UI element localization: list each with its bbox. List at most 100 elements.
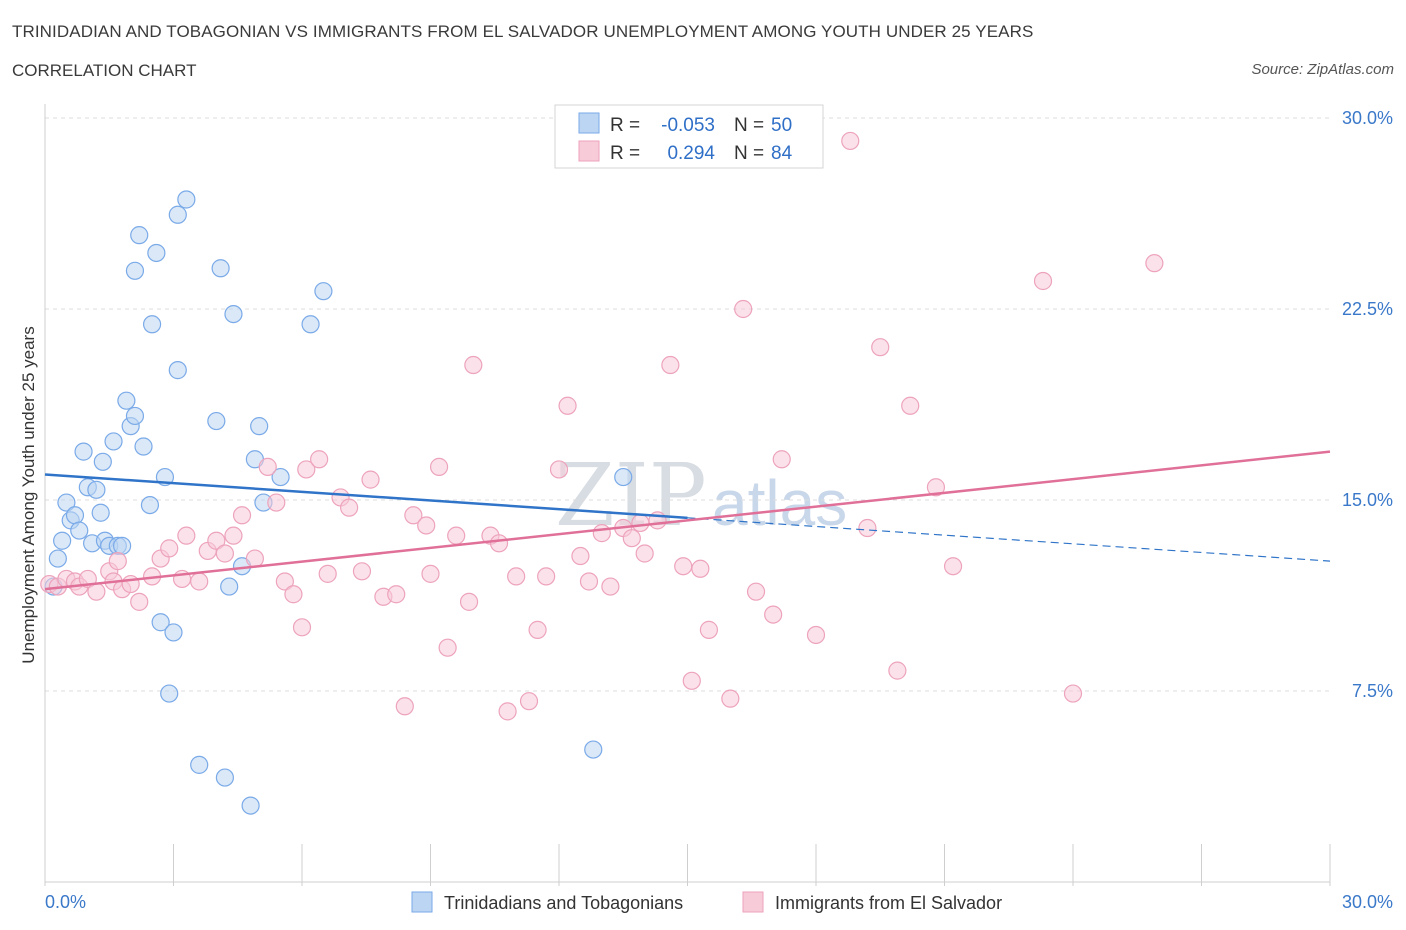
- data-point-s0-20: [125, 406, 145, 426]
- data-point-s1-57: [571, 546, 590, 566]
- data-point-s1-45: [447, 526, 466, 545]
- data-point-s1-66: [661, 355, 680, 375]
- data-point-s0-11: [91, 503, 110, 522]
- data-point-s1-85: [1063, 684, 1083, 703]
- data-point-s0-43: [250, 417, 269, 436]
- data-point-s1-63: [631, 513, 650, 533]
- data-point-s0-46: [301, 315, 320, 334]
- data-point-s1-54: [537, 567, 556, 586]
- data-point-s0-2: [53, 531, 72, 550]
- data-point-s1-67: [674, 557, 693, 576]
- stats-swatch-pink: [578, 140, 600, 162]
- data-point-s1-29: [292, 618, 312, 637]
- data-point-s1-42: [421, 564, 440, 583]
- trend-line-solid-1: [44, 450, 1331, 591]
- data-point-s1-77: [841, 131, 860, 151]
- data-point-s1-31: [310, 450, 329, 469]
- data-point-s0-47: [314, 282, 333, 301]
- data-point-s1-21: [215, 544, 234, 563]
- stats-box: R = -0.053 N = 50 R = 0.294 N = 84: [554, 104, 824, 169]
- data-point-s0-15: [104, 432, 123, 451]
- data-point-s1-74: [764, 605, 783, 624]
- data-point-s1-81: [901, 396, 920, 415]
- data-point-s1-18: [190, 572, 209, 591]
- data-point-s1-32: [318, 564, 337, 583]
- stats-n-label-1: N =: [734, 115, 764, 136]
- axes: [44, 104, 1331, 886]
- data-point-s1-6: [87, 582, 106, 601]
- trend-lines: [44, 450, 1331, 591]
- data-point-s1-25: [258, 457, 277, 476]
- stats-r-label-1: R =: [610, 115, 640, 136]
- data-point-s1-38: [387, 585, 406, 604]
- data-point-s1-28: [284, 585, 303, 604]
- data-point-s1-59: [592, 524, 611, 543]
- y-tick-label-1: 15.0%: [1342, 490, 1393, 510]
- data-point-s0-5: [65, 506, 85, 525]
- data-point-s1-35: [352, 562, 372, 581]
- data-point-s1-46: [459, 592, 479, 611]
- data-point-s1-20: [207, 531, 226, 550]
- data-point-s1-64: [635, 544, 654, 563]
- legend-label-el-salvador: Immigrants from El Salvador: [775, 893, 1002, 913]
- data-point-s1-43: [429, 457, 449, 476]
- data-point-s1-36: [361, 470, 380, 489]
- data-point-s0-17: [112, 536, 132, 555]
- data-point-s1-23: [232, 506, 252, 525]
- data-point-s1-58: [579, 572, 599, 591]
- data-point-s0-21: [125, 261, 145, 280]
- data-point-s0-1: [48, 549, 67, 568]
- legend-swatch-trinidadians: [411, 891, 433, 913]
- data-point-s0-39: [224, 304, 243, 324]
- data-point-s0-26: [147, 243, 166, 263]
- chart-title: TRINIDADIAN AND TOBAGONIAN VS IMMIGRANTS…: [12, 22, 1034, 41]
- data-point-s1-17: [177, 526, 196, 545]
- data-point-s0-41: [241, 796, 260, 815]
- y-tick-label-2: 22.5%: [1342, 299, 1393, 319]
- data-point-s1-40: [404, 506, 423, 525]
- data-point-s1-15: [160, 539, 179, 558]
- data-point-s0-7: [74, 442, 93, 461]
- data-point-s1-52: [519, 692, 539, 711]
- data-point-s0-10: [87, 480, 106, 499]
- data-point-s0-45: [271, 467, 290, 487]
- data-point-s1-79: [871, 338, 890, 357]
- data-point-s1-60: [601, 577, 620, 596]
- data-point-s1-80: [888, 661, 907, 680]
- data-point-s1-72: [734, 299, 753, 319]
- data-point-s0-3: [57, 493, 76, 512]
- data-point-s0-24: [140, 495, 160, 515]
- chart-subtitle: CORRELATION CHART: [12, 61, 197, 80]
- data-point-s1-34: [340, 498, 359, 517]
- data-point-s1-51: [507, 567, 526, 586]
- y-tick-label-0: 7.5%: [1352, 681, 1393, 701]
- data-point-s1-73: [746, 582, 766, 601]
- series-trinidadians-points: [44, 190, 633, 815]
- data-point-s0-30: [164, 623, 183, 642]
- watermark-atlas: atlas: [712, 467, 847, 539]
- data-point-s0-22: [130, 226, 149, 245]
- stats-r-value-1: -0.053: [661, 115, 715, 136]
- data-point-s0-27: [151, 613, 170, 632]
- data-point-s1-24: [245, 549, 264, 568]
- source-label: Source: ZipAtlas.com: [1251, 61, 1394, 78]
- data-point-s1-71: [721, 689, 740, 708]
- grid-lines: [45, 117, 1330, 692]
- data-point-s0-12: [93, 452, 112, 471]
- data-point-s1-41: [417, 516, 436, 535]
- y-tick-label-3: 30.0%: [1342, 108, 1393, 128]
- data-point-s0-23: [134, 437, 153, 456]
- x-tick-label-1: 30.0%: [1342, 892, 1393, 912]
- data-point-s0-32: [168, 205, 187, 224]
- data-point-s1-30: [297, 460, 316, 479]
- data-point-s1-68: [682, 671, 701, 690]
- tick-labels: 7.5% 15.0% 22.5% 30.0% 0.0% 30.0%: [45, 108, 1393, 912]
- data-point-s1-26: [267, 493, 286, 512]
- data-point-s0-49: [614, 467, 633, 487]
- data-point-s0-33: [177, 190, 196, 209]
- stats-swatch-blue: [578, 112, 600, 134]
- data-point-s1-50: [498, 702, 517, 721]
- legend-label-trinidadians: Trinidadians and Tobagonians: [444, 893, 683, 913]
- data-point-s1-70: [699, 620, 719, 639]
